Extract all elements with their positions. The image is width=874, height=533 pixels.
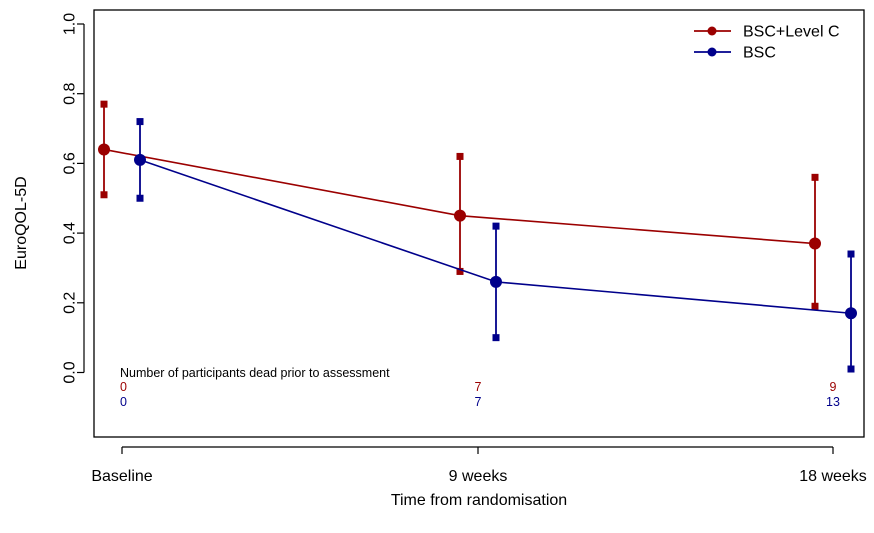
error-cap-lower xyxy=(100,191,108,199)
legend-label: BSC xyxy=(743,45,776,62)
error-cap-upper xyxy=(811,173,819,181)
series-0 xyxy=(98,100,821,310)
error-cap-lower xyxy=(811,302,819,310)
y-tick-label: 1.0 xyxy=(62,13,79,35)
legend-marker xyxy=(707,47,717,57)
data-point xyxy=(98,143,110,156)
data-point xyxy=(490,275,502,288)
error-cap-lower xyxy=(456,267,464,275)
plot-frame xyxy=(93,9,865,438)
death-count: 7 xyxy=(475,395,482,409)
y-tick-label: 0.0 xyxy=(62,361,79,383)
error-cap-upper xyxy=(100,100,108,108)
x-tick-label: Baseline xyxy=(91,468,152,485)
x-axis-title: Time from randomisation xyxy=(391,492,567,509)
data-point xyxy=(809,237,821,250)
death-count: 13 xyxy=(826,395,840,409)
x-axis: Baseline 9 weeks 18 weeks xyxy=(91,446,867,485)
legend-label: BSC+Level C xyxy=(743,24,840,41)
legend: BSC+Level C BSC xyxy=(694,24,840,62)
error-cap-lower xyxy=(492,334,500,342)
y-tick-label: 0.6 xyxy=(62,152,79,174)
series-1 xyxy=(134,118,857,373)
data-point xyxy=(845,307,857,320)
error-cap-lower xyxy=(847,365,855,373)
x-tick-label: 18 weeks xyxy=(799,468,867,485)
error-cap-upper xyxy=(456,152,464,160)
y-tick-label: 0.4 xyxy=(62,222,79,244)
error-cap-lower xyxy=(136,194,144,202)
death-count: 0 xyxy=(120,380,127,394)
death-count-annotations: 0 7 9 0 7 13 xyxy=(120,380,840,409)
y-axis-title: EuroQOL-5D xyxy=(13,176,30,269)
error-cap-upper xyxy=(136,118,144,126)
x-tick-label: 9 weeks xyxy=(449,468,508,485)
death-annotation-title: Number of participants dead prior to ass… xyxy=(120,366,390,380)
death-count: 0 xyxy=(120,395,127,409)
legend-marker xyxy=(707,26,717,36)
y-tick-label: 0.2 xyxy=(62,292,79,314)
error-cap-upper xyxy=(492,222,500,230)
error-cap-upper xyxy=(847,250,855,258)
data-point xyxy=(134,153,146,166)
y-axis: 0.0 0.2 0.4 0.6 0.8 1.0 xyxy=(62,13,85,384)
death-count: 7 xyxy=(475,380,482,394)
death-count: 9 xyxy=(830,380,837,394)
y-tick-label: 0.8 xyxy=(62,82,79,104)
data-point xyxy=(454,209,466,222)
series-layer xyxy=(98,100,857,373)
